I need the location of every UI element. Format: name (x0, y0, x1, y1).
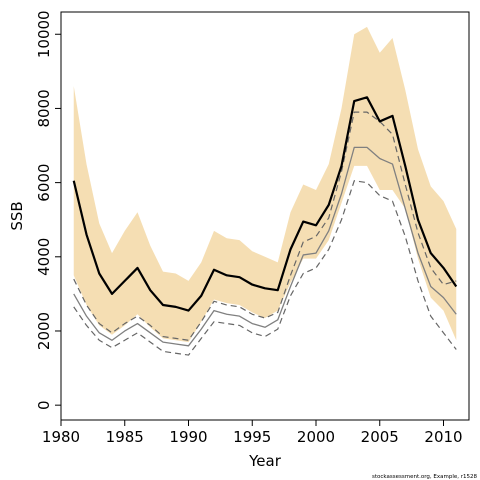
x-tick-label: 2010 (424, 428, 462, 446)
plot-frame (60, 11, 470, 421)
x-tick-label: 1985 (106, 428, 144, 446)
y-tick-label: 4000 (35, 238, 53, 276)
y-tick-label: 0 (35, 400, 53, 410)
y-tick-label: 6000 (35, 164, 53, 202)
x-tick-label: 1995 (233, 428, 271, 446)
thick-solid-line (72, 96, 458, 312)
y-tick-label: 10000 (35, 10, 53, 58)
dashed-lower-line (73, 180, 457, 356)
grey-solid-line (73, 146, 457, 347)
x-tick-label: 1980 (42, 428, 80, 446)
series-layer (72, 26, 458, 356)
footnote: stockassessment.org, Example, r1528 (372, 474, 477, 480)
confidence-band (73, 26, 457, 343)
x-tick-label: 1990 (169, 428, 207, 446)
y-tick-label: 2000 (35, 312, 53, 350)
y-axis-title: SSB (8, 201, 26, 230)
y-tick-label: 8000 (35, 89, 53, 127)
x-axis: 1980 1985 1990 1995 2000 2005 2010 (42, 420, 463, 446)
x-tick-label: 2000 (297, 428, 335, 446)
x-axis-title: Year (248, 452, 282, 470)
y-axis: 0 2000 4000 6000 8000 10000 (35, 10, 61, 410)
x-tick-label: 2005 (361, 428, 399, 446)
